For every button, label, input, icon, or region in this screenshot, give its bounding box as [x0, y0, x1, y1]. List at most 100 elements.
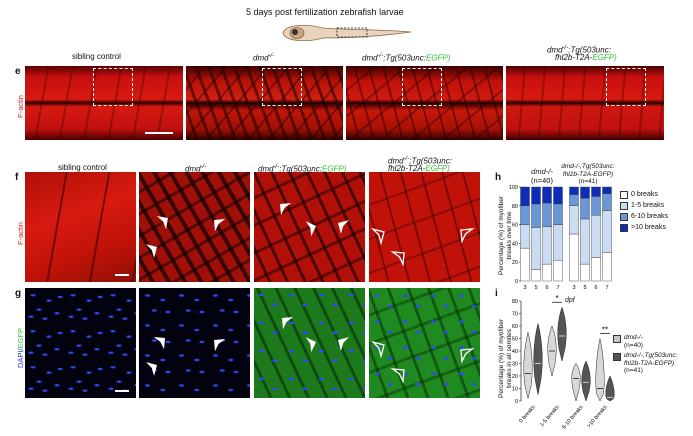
h-legend: 0 breaks 1-5 breaks 6-10 breaks >10 brea… — [620, 190, 668, 232]
y-tick-label: 50 — [512, 337, 518, 343]
larva-illustration — [282, 24, 412, 42]
x-tick-label: 1-5 breaks — [539, 404, 560, 428]
bar-segment — [520, 205, 530, 225]
bar-segment — [542, 226, 552, 265]
x-tick-label: 5 — [583, 285, 586, 291]
f-col4-label-2: fhl2b-T2A-EGFP) — [388, 164, 450, 173]
bar-segment — [531, 227, 541, 270]
y-tick-label: 80 — [512, 204, 518, 210]
bar-segment — [531, 186, 541, 205]
y-tick-label: 0 — [515, 399, 518, 405]
bar-segment — [553, 203, 563, 225]
bar-segment — [602, 210, 612, 253]
bar-segment — [602, 186, 612, 194]
panel-label-f: f — [15, 172, 19, 183]
e-roi-box — [262, 68, 302, 106]
open-arrowhead-icon — [390, 368, 405, 384]
arrowhead-icon — [153, 337, 165, 350]
open-arrowhead-icon — [370, 227, 385, 246]
arrowhead-icon — [305, 221, 316, 237]
arrowhead-icon — [305, 337, 316, 353]
bar-segment — [569, 205, 579, 235]
x-tick-label: 6 — [594, 285, 597, 291]
bar-segment — [531, 269, 541, 282]
y-tick-label: 100 — [509, 185, 518, 191]
bar-segment — [542, 263, 552, 282]
bar-segment — [602, 193, 612, 211]
bar-segment — [602, 252, 612, 282]
e-col2-label: dmd-/- — [253, 53, 275, 63]
sig-label: ** — [602, 325, 608, 334]
g-image-dmd-egfp — [254, 288, 365, 398]
arrowhead-icon — [214, 219, 226, 232]
x-tick-label: 3 — [572, 285, 575, 291]
y-tick-label: 0 — [515, 279, 518, 285]
open-arrowhead-icon — [370, 340, 385, 359]
g-image-dmd-fhl2b — [369, 288, 480, 398]
y-tick-label: 40 — [512, 349, 518, 355]
x-tick-label: 6 — [545, 285, 548, 291]
e-col3-label: dmd-/-;Tg(503unc:EGFP) — [362, 53, 451, 63]
bar-segment — [580, 263, 590, 282]
arrowhead-icon — [282, 317, 294, 330]
e-image-dmd-fhl2b — [506, 66, 664, 140]
bar-segment — [569, 186, 579, 195]
violin — [581, 360, 591, 402]
e-image-dmd-egfp — [346, 66, 503, 140]
legend-swatch — [620, 190, 628, 199]
x-tick-label: 5 — [534, 285, 537, 291]
scale-bar — [145, 132, 173, 134]
bar-segment — [591, 257, 601, 282]
legend-swatch — [613, 353, 621, 361]
x-tick-label: 3 — [523, 285, 526, 291]
legend-swatch — [620, 201, 628, 210]
f-col2-label: dmd-/- — [185, 164, 207, 174]
y-tick-label: 60 — [512, 324, 518, 330]
arrowhead-icon — [280, 203, 292, 216]
bar-segment — [553, 224, 563, 261]
sig-label: * — [555, 295, 558, 303]
violin — [571, 363, 581, 402]
bar-segment — [520, 247, 530, 282]
legend-swatch — [620, 212, 628, 221]
panel-label-g: g — [15, 288, 22, 299]
bar-segment — [531, 203, 541, 228]
violin — [523, 332, 533, 399]
e-image-sibling — [25, 66, 183, 140]
e-image-dmd — [186, 66, 343, 140]
e-col4-label-2: fhl2b-T2A-EGFP) — [555, 53, 617, 62]
g-image-dmd — [139, 288, 250, 398]
violin — [605, 375, 615, 402]
h-xlabel: dpf — [565, 297, 575, 304]
bar-segment — [553, 260, 563, 282]
bar-segment — [520, 186, 530, 206]
bar-segment — [569, 233, 579, 282]
violin — [557, 306, 567, 362]
f-image-sibling — [25, 172, 136, 282]
h-group1-label: dmd-/- (n=40) — [531, 167, 553, 185]
y-tick-label: 60 — [512, 223, 518, 229]
y-tick-label: 70 — [512, 312, 518, 318]
f-image-dmd-fhl2b — [369, 172, 480, 282]
legend-swatch — [613, 335, 621, 343]
e-col1-label: sibling control — [72, 52, 121, 61]
bar-segment — [591, 215, 601, 258]
y-tick-label: 30 — [512, 362, 518, 368]
e-roi-box — [93, 68, 133, 106]
scale-bar — [115, 390, 129, 392]
bar-segment — [542, 202, 552, 227]
h-group2-label: dmd-/-;Tg(503unc: fhl2b-T2A-EGFP) (n=41) — [561, 163, 615, 185]
f-image-dmd — [139, 172, 250, 282]
arrowhead-icon — [214, 339, 226, 352]
chart-h: 0 20 40 60 80 100 3 5 6 7 3 5 6 7 — [509, 185, 612, 291]
y-tick-label: 20 — [512, 374, 518, 380]
arrowhead-icon — [338, 337, 349, 351]
y-tick-label: 40 — [512, 241, 518, 247]
e-roi-box — [402, 68, 442, 106]
figure-title: 5 days post fertilization zebrafish larv… — [246, 7, 404, 17]
bar-segment — [569, 194, 579, 206]
bar-segment — [580, 218, 590, 265]
open-arrowhead-icon — [460, 348, 475, 364]
